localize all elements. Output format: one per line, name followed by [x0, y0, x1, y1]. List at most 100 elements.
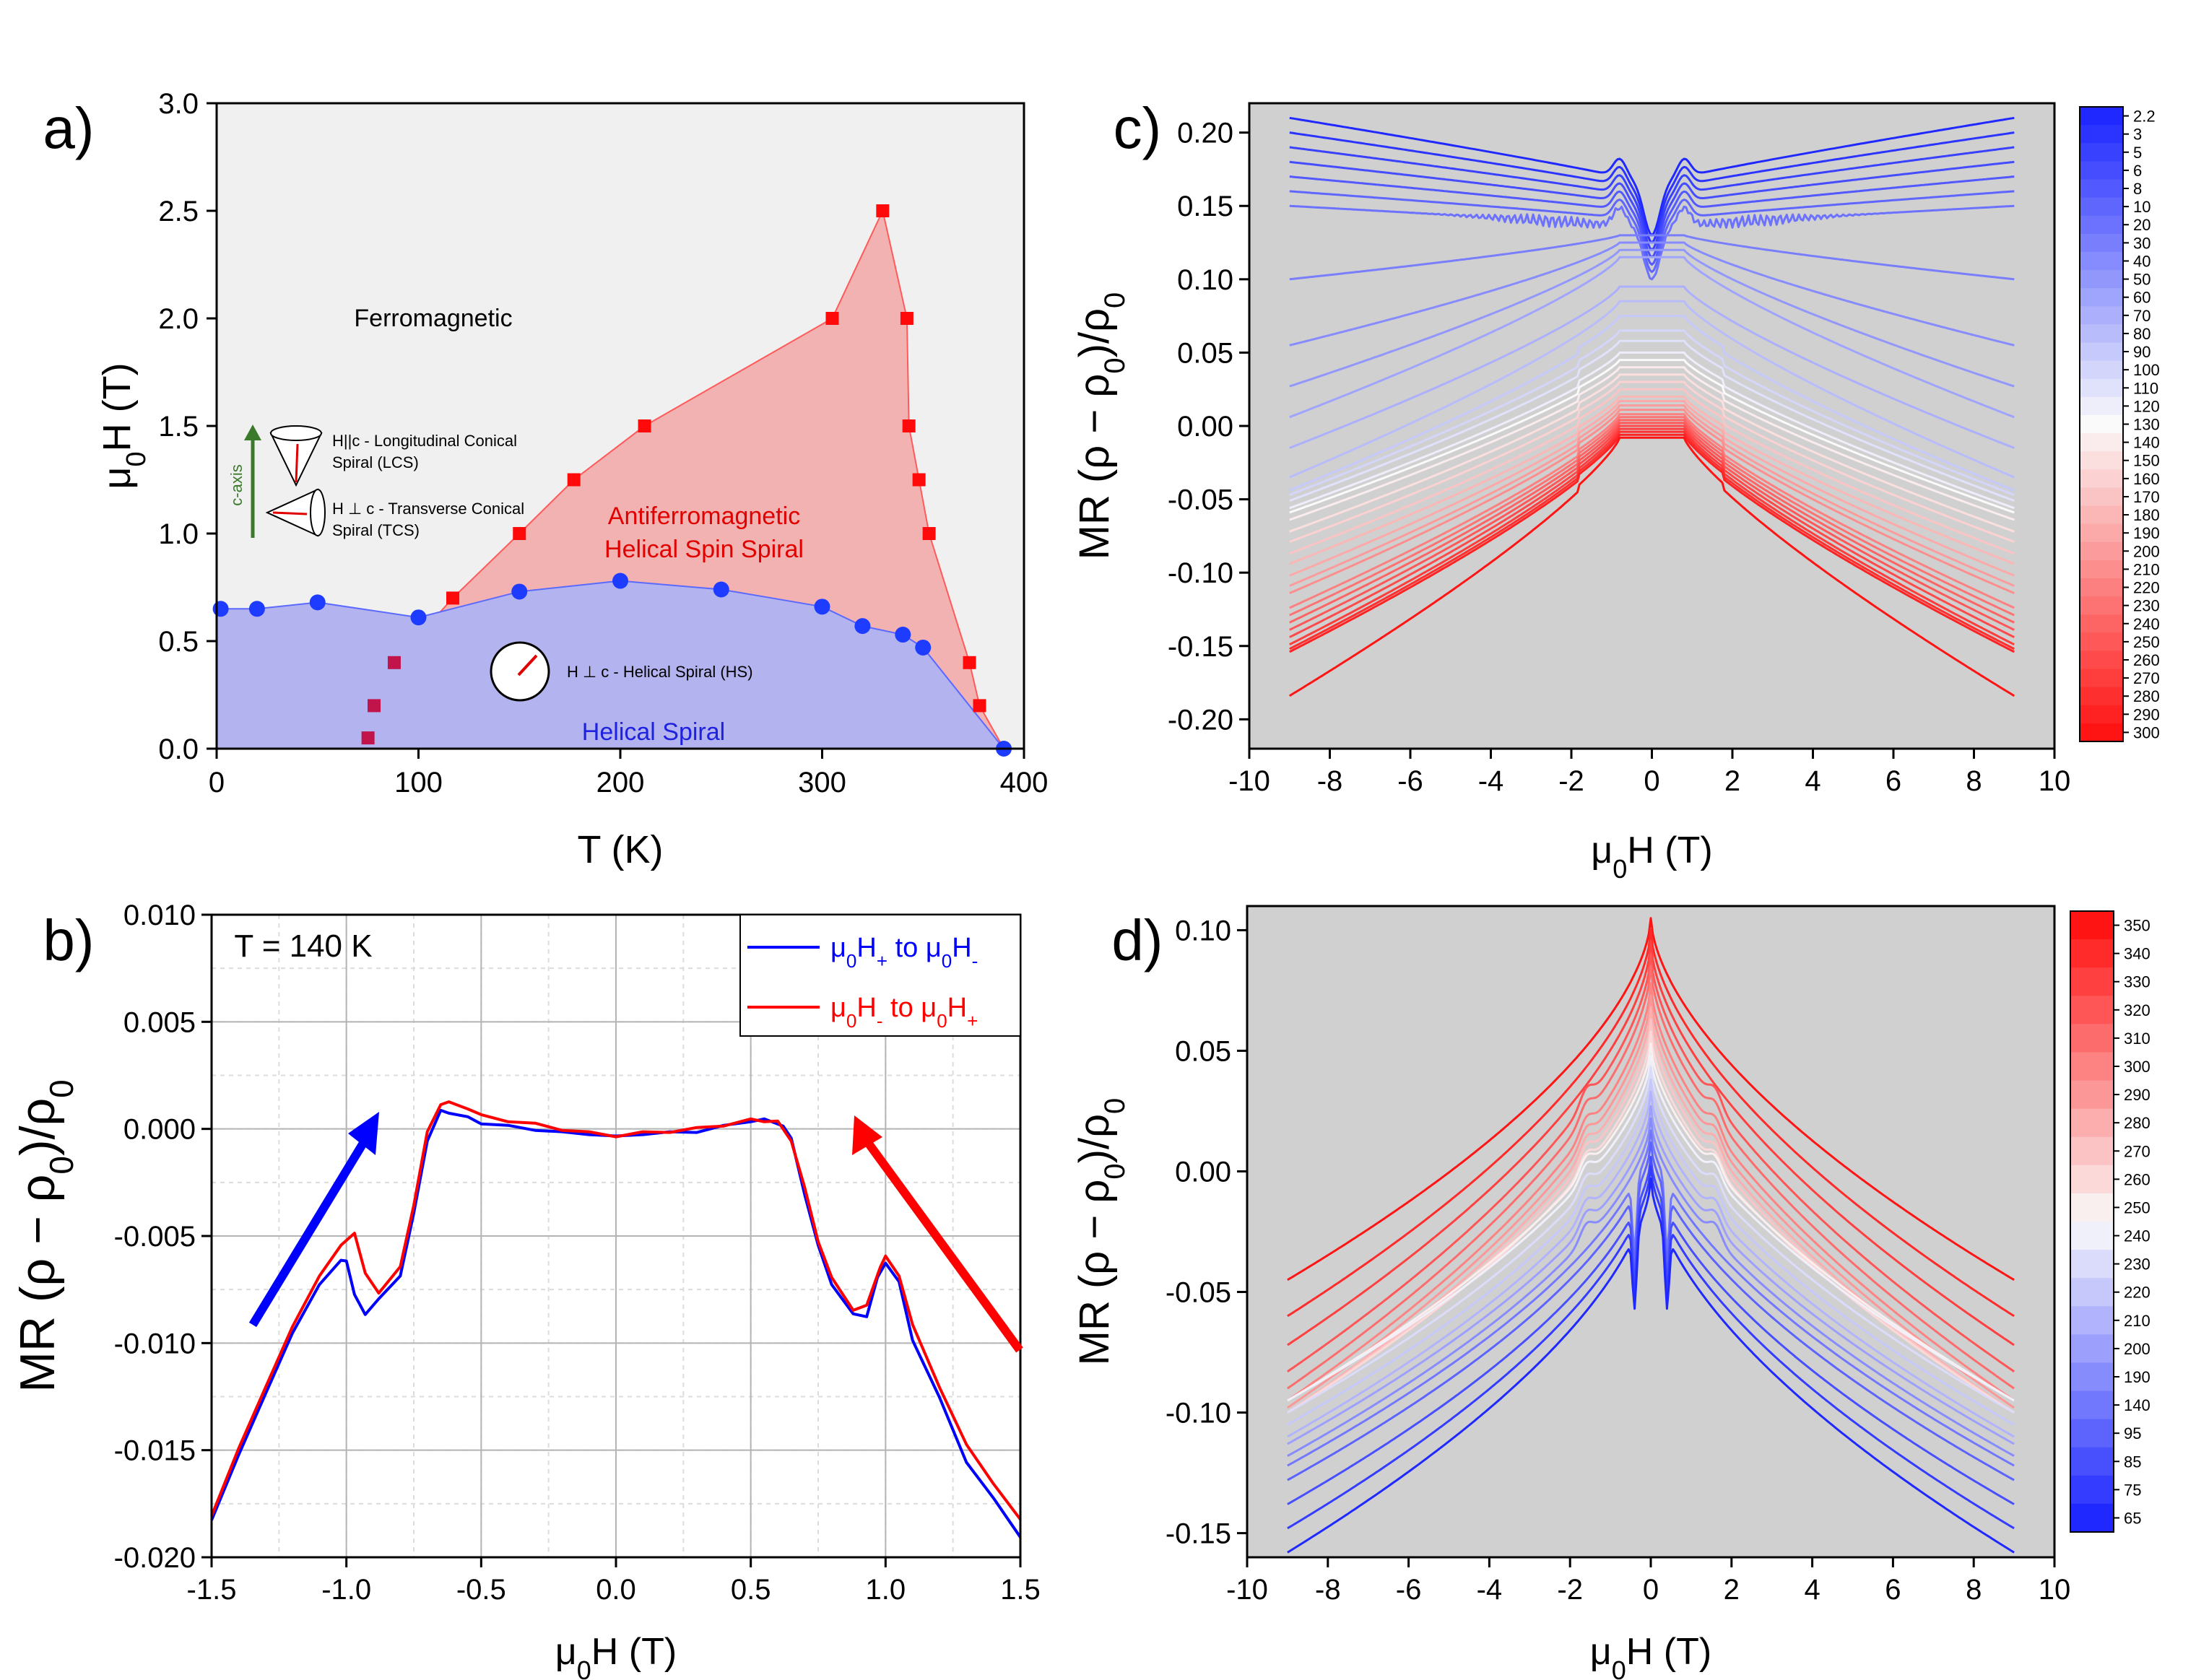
x-tick-label: -6: [1396, 1574, 1422, 1606]
hs-arrow-icon: [517, 654, 538, 676]
mr-curve: [1287, 1079, 2015, 1426]
y-tick-label: -0.015: [114, 1435, 196, 1467]
y-tick-label: -0.05: [1168, 484, 1233, 516]
mr-curve: [1289, 248, 2015, 388]
colorbar-label: 200: [2133, 542, 2160, 560]
mr-curve: [1289, 400, 2015, 577]
mr-curve: [1289, 234, 2015, 281]
legend-entry-down: μ0H+ to μ0H-: [830, 933, 978, 972]
colorbar-label: 190: [2133, 524, 2160, 542]
colorbar-label: 40: [2133, 252, 2151, 270]
colorbar-label: 60: [2133, 289, 2151, 307]
colorbar-label: 130: [2133, 416, 2160, 434]
y-tick-label: -0.010: [114, 1328, 196, 1359]
x-tick-label: 6: [1885, 765, 1901, 797]
colorbar-label: 220: [2133, 579, 2160, 597]
colorbar-label: 8: [2133, 180, 2142, 198]
afm-label: Antiferromagnetic: [608, 502, 800, 530]
colorbar-label: 270: [2133, 669, 2160, 687]
mr-curve: [1287, 1066, 2015, 1414]
x-tick-label: 8: [1966, 1574, 1982, 1606]
mr-curve: [1289, 175, 2015, 266]
colorbar-label: 190: [2124, 1368, 2151, 1386]
colorbar-segment: [2080, 125, 2123, 144]
mr-curve: [1287, 1165, 2015, 1530]
mr-curve: [1289, 430, 2015, 650]
hs-point: [511, 583, 528, 600]
afm-point: [638, 419, 651, 432]
colorbar-segment: [2080, 360, 2123, 380]
colorbar-label: 210: [2133, 560, 2160, 578]
x-tick-label: -6: [1397, 765, 1423, 797]
mr-curve: [1287, 1018, 2015, 1414]
colorbar-label: 200: [2124, 1340, 2151, 1358]
hs-point: [814, 599, 830, 615]
colorbar-segment: [2080, 288, 2123, 307]
c-axis-arrowhead-icon: [244, 425, 261, 440]
legend-entry-up: μ0H- to μ0H+: [830, 993, 978, 1032]
colorbar-label: 3: [2133, 126, 2142, 144]
afm-point: [902, 419, 916, 432]
colorbar-label: 310: [2124, 1030, 2151, 1048]
y-tick-label: 0.000: [123, 1114, 196, 1146]
colorbar-label: 50: [2133, 271, 2151, 289]
y-tick-label: -0.005: [114, 1221, 196, 1253]
hs-point: [895, 627, 911, 643]
mr-curve: [1289, 300, 2015, 479]
y-tick-label: 0.10: [1177, 264, 1233, 296]
x-axis-label: μ0H (T): [555, 1631, 677, 1680]
mr-curve: [1287, 1129, 2015, 1467]
colorbar-segment: [2070, 967, 2114, 996]
afm-point: [361, 731, 375, 745]
colorbar-segment: [2070, 1108, 2114, 1138]
colorbar-segment: [2080, 179, 2123, 199]
colorbar-label: 290: [2133, 705, 2160, 723]
y-tick-label: 0.00: [1177, 411, 1233, 443]
tcs-annotation: H ⊥ c - Transverse Conical: [332, 500, 524, 518]
afm-point: [368, 699, 381, 713]
helical-label: Helical Spiral: [582, 718, 725, 746]
colorbar-segment: [2070, 1390, 2114, 1420]
colorbar-label: 170: [2133, 488, 2160, 506]
x-tick-label: -8: [1315, 1574, 1341, 1606]
mr-curve: [1289, 413, 2015, 609]
colorbar-segment: [2080, 596, 2123, 615]
afm-point: [387, 656, 401, 669]
mr-curve: [1289, 315, 2015, 492]
x-tick-label: -1.5: [187, 1574, 237, 1606]
x-tick-label: -2: [1558, 765, 1584, 797]
x-tick-label: 0: [1643, 1574, 1659, 1606]
temperature-label: T = 140 K: [234, 928, 372, 964]
blue-arrowhead-icon: [348, 1112, 379, 1155]
colorbar-label: 240: [2124, 1227, 2151, 1245]
colorbar-segment: [2080, 487, 2123, 507]
tcs-arrow-icon: [272, 511, 308, 515]
mr-curve: [1287, 1042, 2015, 1402]
mr-curve: [1289, 359, 2015, 514]
colorbar-label: 10: [2133, 198, 2151, 216]
x-axis-label: μ0H (T): [1591, 830, 1712, 884]
colorbar-segment: [2080, 687, 2123, 706]
colorbar-label: 320: [2124, 1001, 2151, 1019]
y-tick-label: 0.05: [1177, 337, 1233, 369]
y-tick-label: -0.20: [1168, 704, 1233, 736]
blue-sweep-arrow-icon: [248, 1138, 369, 1328]
colorbar-segment: [2080, 107, 2123, 126]
x-tick-label: 1.5: [1000, 1574, 1041, 1606]
y-tick-label: -0.10: [1168, 557, 1233, 589]
mr-curve: [1289, 329, 2015, 496]
panel-b: -1.5 -1.0 -0.5 0.0 0.5 1.0 1.5 -0.020 -0.015 -0.0…: [10, 900, 1041, 1680]
colorbar-label: 140: [2124, 1396, 2151, 1414]
colorbar-segment: [2080, 614, 2123, 633]
x-tick-label: -0.5: [456, 1574, 506, 1606]
colorbar-label: 260: [2124, 1170, 2151, 1188]
x-tick-label: 0: [209, 767, 225, 798]
colorbar-label: 30: [2133, 234, 2151, 252]
mr-curve: [1289, 395, 2015, 565]
colorbar-label: 85: [2124, 1453, 2141, 1471]
hs-point: [212, 601, 229, 617]
ferromagnetic-label: Ferromagnetic: [354, 305, 512, 332]
mr-curve: [1289, 425, 2015, 638]
colorbar-label: 240: [2133, 615, 2160, 633]
